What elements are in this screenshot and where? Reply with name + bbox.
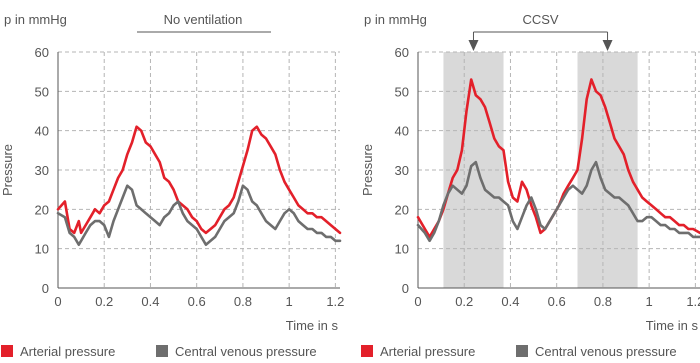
x-tick-label: 1.2 bbox=[686, 294, 700, 309]
legend-swatch bbox=[1, 345, 13, 357]
x-tick-label: 1.2 bbox=[326, 294, 344, 309]
y-tick-label: 20 bbox=[395, 202, 409, 217]
y-tick-label: 40 bbox=[35, 124, 49, 139]
legend-label: Arterial pressure bbox=[20, 344, 115, 359]
y-tick-label: 10 bbox=[395, 242, 409, 257]
chart-title: CCSV bbox=[522, 12, 558, 27]
arrow-down-icon bbox=[602, 40, 613, 51]
y-tick-label: 20 bbox=[35, 202, 49, 217]
y-tick-label: 60 bbox=[35, 45, 49, 60]
y-axis-label: Pressure bbox=[0, 144, 15, 196]
x-tick-label: 0.2 bbox=[95, 294, 113, 309]
x-tick-label: 0.8 bbox=[234, 294, 252, 309]
unit-label: p in mmHg bbox=[364, 12, 427, 27]
x-axis-label: Time in s bbox=[646, 318, 699, 333]
legend-swatch bbox=[361, 345, 373, 357]
y-tick-label: 30 bbox=[395, 163, 409, 178]
y-tick-label: 0 bbox=[402, 281, 409, 296]
y-axis-label: Pressure bbox=[360, 144, 375, 196]
x-tick-label: 0.4 bbox=[501, 294, 519, 309]
series-line-arterial bbox=[56, 125, 342, 235]
x-tick-label: 0.2 bbox=[455, 294, 473, 309]
x-tick-label: 1 bbox=[286, 294, 293, 309]
y-tick-label: 10 bbox=[35, 242, 49, 257]
series-line-venous bbox=[56, 184, 342, 246]
chart-panel-right: 0 10 20 30 40 50 60 0 0.2 0.4 0.6 0.8 1 1.2 p in mmHg P… bbox=[360, 12, 700, 359]
legend-swatch bbox=[156, 345, 168, 357]
y-tick-label: 50 bbox=[395, 84, 409, 99]
legend-swatch bbox=[516, 345, 528, 357]
arrow-down-icon bbox=[468, 40, 479, 51]
legend-label: Central venous pressure bbox=[175, 344, 317, 359]
legend-label: Central venous pressure bbox=[535, 344, 677, 359]
x-tick-label: 0.6 bbox=[548, 294, 566, 309]
x-tick-label: 1 bbox=[646, 294, 653, 309]
y-tick-label: 0 bbox=[42, 281, 49, 296]
y-tick-label: 60 bbox=[395, 45, 409, 60]
chart-panel-left: 0 10 20 30 40 50 60 0 0.2 0.4 0.6 0.8 1 1.2 p in mmHg P… bbox=[0, 12, 344, 359]
x-tick-label: 0 bbox=[414, 294, 421, 309]
chart-title: No ventilation bbox=[164, 12, 243, 27]
y-tick-label: 50 bbox=[35, 84, 49, 99]
series-line-venous bbox=[416, 160, 700, 243]
x-tick-label: 0.6 bbox=[188, 294, 206, 309]
x-tick-label: 0.8 bbox=[594, 294, 612, 309]
legend-label: Arterial pressure bbox=[380, 344, 475, 359]
y-tick-label: 30 bbox=[35, 163, 49, 178]
unit-label: p in mmHg bbox=[4, 12, 67, 27]
x-axis-label: Time in s bbox=[286, 318, 339, 333]
x-tick-label: 0.4 bbox=[141, 294, 159, 309]
x-tick-label: 0 bbox=[54, 294, 61, 309]
y-tick-label: 40 bbox=[395, 124, 409, 139]
